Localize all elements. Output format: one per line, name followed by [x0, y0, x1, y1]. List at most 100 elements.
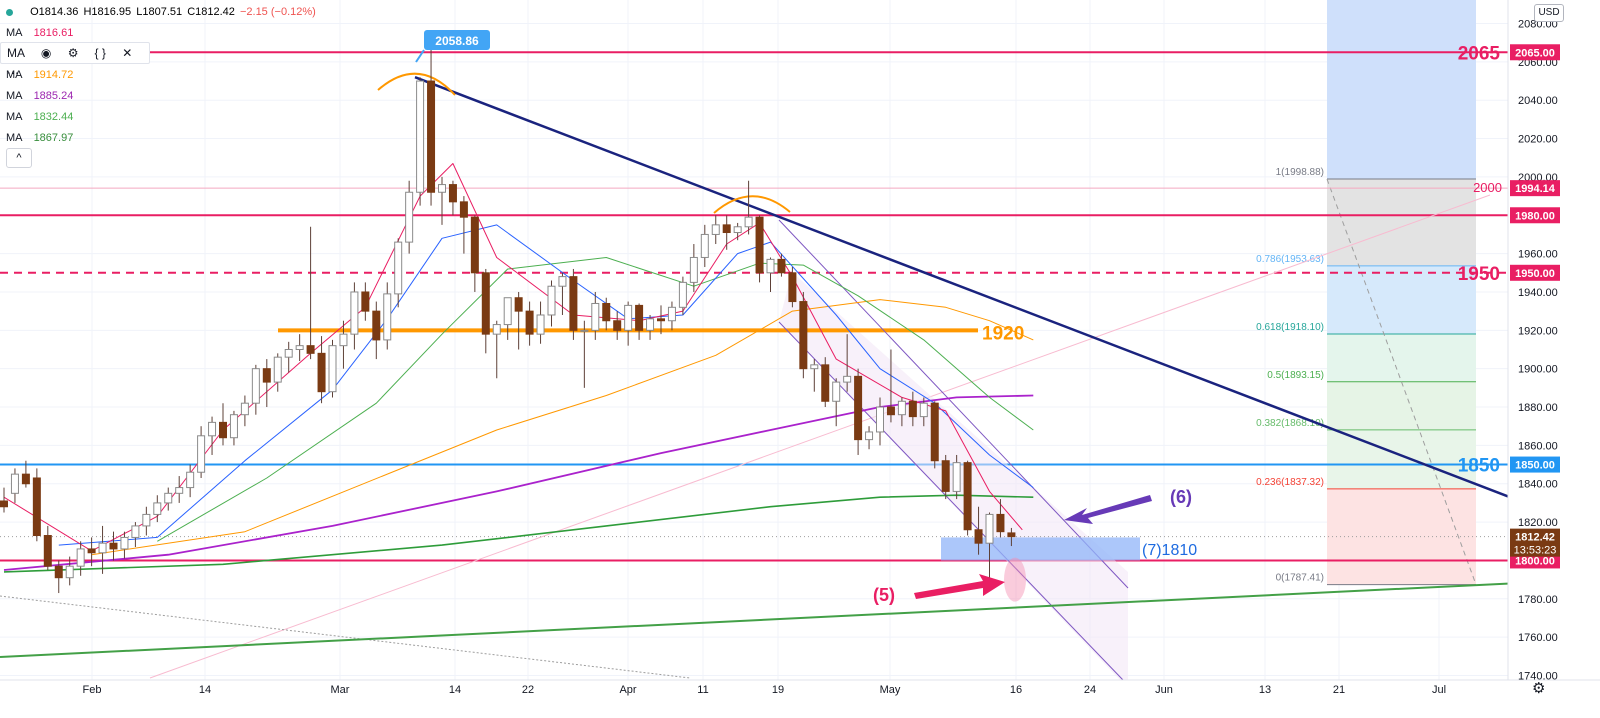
annotations: 2058.86 1920 2065 1950 1850 2000 (6) (5) (7)1810 — [415, 30, 1502, 605]
price-badge-1994: 1994.14 — [1515, 183, 1556, 195]
candle-body — [908, 400, 917, 418]
candle-body — [733, 226, 742, 234]
candle — [985, 512, 994, 588]
candle — [0, 487, 8, 513]
eye-icon[interactable]: ◉ — [40, 46, 52, 60]
pink-trend-line — [149, 194, 1491, 679]
candle-body — [142, 513, 151, 527]
fib-band — [1327, 333, 1476, 382]
gear-icon[interactable]: ⚙ — [67, 46, 79, 60]
time-tick-label: 14 — [449, 684, 461, 696]
candle-body — [536, 314, 545, 335]
candle — [525, 301, 534, 346]
candle-body — [558, 276, 567, 287]
more-icon[interactable]: ⋯ — [7, 66, 19, 80]
wave-5-label: (5) — [873, 585, 895, 605]
braces-icon[interactable]: { } — [94, 46, 106, 60]
candle — [591, 291, 600, 340]
close-icon[interactable]: ✕ — [122, 46, 133, 60]
candle-body — [985, 513, 994, 544]
collapse-legend-button[interactable]: ^ — [6, 148, 32, 168]
candle-body — [788, 272, 797, 303]
candle — [416, 77, 425, 206]
candle-body — [667, 306, 676, 322]
candle-body — [87, 548, 96, 554]
candle-body — [919, 402, 928, 418]
candle-body — [591, 302, 600, 331]
fib-band — [1327, 429, 1476, 489]
ma-legend-row[interactable]: MA 1816.61 — [6, 27, 74, 39]
time-tick-label: 19 — [772, 684, 784, 696]
candle — [700, 224, 709, 268]
price-badge-1850-bg — [1510, 456, 1560, 473]
ma-value: 1885.24 — [33, 90, 74, 102]
fib-trend-line — [1326, 178, 1477, 585]
price-badge-1980: 1980.00 — [1515, 210, 1555, 222]
candle — [547, 280, 556, 327]
price-badge-1800: 1800.00 — [1515, 555, 1555, 567]
candle — [941, 454, 950, 500]
ma-legend-row[interactable]: MA 1867.97 — [6, 132, 74, 144]
candle — [262, 359, 271, 408]
currency-button[interactable]: USD — [1534, 4, 1564, 22]
candle-body — [229, 414, 238, 439]
candle-body — [120, 536, 129, 550]
fib-level-label: 0.382(1868.10) — [1256, 418, 1324, 429]
candle-body — [295, 345, 304, 350]
ma-legend-row[interactable]: MA 1832.44 — [6, 111, 74, 123]
candle-body — [854, 375, 863, 441]
candle — [427, 42, 436, 206]
candle — [372, 301, 381, 360]
candle-body — [273, 356, 282, 383]
ma-legend-row[interactable]: MA 1914.72 — [6, 69, 74, 81]
candle-body — [722, 224, 731, 234]
candle-body — [350, 291, 359, 335]
candle — [919, 397, 928, 427]
candle — [54, 560, 63, 594]
ma-toolbar: MA ◉ ⚙ { } ✕ ⋯ — [0, 42, 150, 80]
wave-5-highlight — [1004, 557, 1026, 602]
candle — [120, 531, 129, 559]
time-tick-label: Jun — [1155, 684, 1173, 696]
candle-body — [886, 406, 895, 416]
candle — [208, 416, 217, 455]
candle — [908, 391, 917, 427]
candle — [854, 368, 863, 455]
candle — [175, 476, 184, 503]
candle — [32, 468, 41, 542]
settings-gear-icon[interactable]: ⚙ — [1532, 680, 1546, 697]
high-callout-pointer — [415, 49, 425, 63]
candle-body — [65, 565, 74, 579]
price-tick-label: 1920.00 — [1518, 325, 1558, 337]
live-dot-icon — [6, 8, 13, 16]
candle-body — [941, 460, 950, 492]
candle — [131, 522, 140, 548]
candle — [744, 180, 753, 235]
candle-body — [843, 375, 852, 383]
candle-body — [328, 345, 337, 393]
high-callout-label: 2058.86 — [435, 34, 479, 48]
candle — [197, 426, 206, 478]
candle — [394, 238, 403, 308]
ma-legend-row[interactable]: MA 1885.24 — [6, 90, 74, 102]
ma-green-slow — [3, 494, 1034, 573]
candle-body — [810, 364, 819, 370]
candle — [284, 341, 293, 373]
candle-body — [208, 421, 217, 437]
candle — [328, 339, 337, 398]
fib-band — [1327, 179, 1476, 266]
candle — [383, 282, 392, 350]
candle-body — [32, 477, 41, 537]
candle-body — [876, 406, 884, 433]
candle — [65, 556, 74, 586]
candle-body — [766, 258, 775, 274]
candle — [569, 268, 578, 340]
candle-body — [711, 224, 720, 235]
candle-body — [678, 281, 687, 308]
candle — [10, 468, 19, 503]
candle-body — [657, 318, 665, 322]
candle-body — [109, 542, 118, 550]
candle — [251, 364, 260, 415]
fib-level-label: 0.5(1893.15) — [1267, 370, 1324, 381]
